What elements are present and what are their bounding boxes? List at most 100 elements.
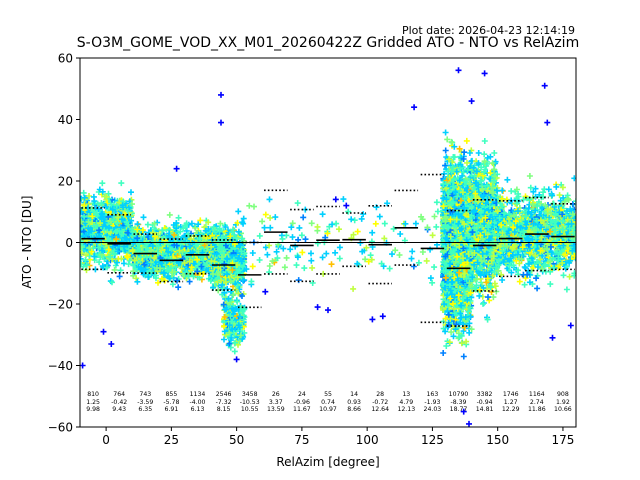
data-point xyxy=(108,212,115,219)
data-point xyxy=(107,218,114,225)
data-point xyxy=(134,278,141,285)
data-point xyxy=(80,208,85,215)
data-point xyxy=(99,213,106,220)
data-point xyxy=(115,214,122,221)
data-point xyxy=(123,219,130,226)
data-point xyxy=(160,270,167,277)
data-point xyxy=(112,228,119,235)
data-point xyxy=(103,193,110,200)
data-point xyxy=(186,278,193,285)
data-point xyxy=(126,257,133,264)
data-point xyxy=(80,238,84,245)
data-point xyxy=(109,279,115,286)
data-point xyxy=(173,225,180,232)
data-point xyxy=(195,221,202,228)
data-point xyxy=(92,236,99,243)
data-point xyxy=(151,220,158,227)
data-point xyxy=(104,264,110,271)
data-point xyxy=(86,193,92,199)
data-point xyxy=(83,262,90,269)
data-point xyxy=(85,229,92,236)
data-point xyxy=(88,248,95,255)
data-point xyxy=(124,208,131,214)
data-point xyxy=(197,217,204,224)
data-point xyxy=(81,202,88,209)
data-point xyxy=(130,268,137,275)
data-point xyxy=(118,180,125,187)
data-point xyxy=(96,227,102,234)
data-point xyxy=(90,193,97,200)
data-point xyxy=(91,253,98,260)
data-point xyxy=(98,200,105,206)
data-point xyxy=(98,236,105,243)
data-point xyxy=(175,284,182,291)
data-point xyxy=(110,216,117,223)
data-point xyxy=(108,230,114,237)
data-point xyxy=(109,196,115,203)
data-point xyxy=(175,214,182,221)
data-point xyxy=(86,245,93,252)
data-point xyxy=(155,279,161,286)
data-point xyxy=(201,224,208,231)
data-point xyxy=(175,233,182,240)
data-point xyxy=(125,213,132,220)
data-point xyxy=(133,275,140,282)
data-point xyxy=(118,255,125,262)
data-point xyxy=(113,202,120,209)
data-point xyxy=(125,204,132,211)
data-point xyxy=(97,220,104,227)
data-point xyxy=(114,233,121,240)
data-point xyxy=(125,229,131,236)
data-point xyxy=(117,224,124,231)
data-point xyxy=(99,188,106,195)
data-point xyxy=(203,267,210,273)
data-point xyxy=(81,213,88,220)
data-point xyxy=(80,250,85,257)
data-point xyxy=(80,263,87,270)
data-point xyxy=(171,268,178,275)
data-point xyxy=(109,206,116,213)
data-point xyxy=(85,218,92,225)
data-point xyxy=(139,227,146,234)
data-point xyxy=(173,220,180,227)
data-point xyxy=(119,216,125,223)
data-point xyxy=(125,261,132,268)
data-point xyxy=(116,273,123,280)
data-point xyxy=(120,204,127,211)
data-point xyxy=(89,232,96,238)
data-point xyxy=(121,234,128,241)
data-point xyxy=(109,243,116,250)
data-point xyxy=(99,247,105,254)
data-point xyxy=(107,253,114,260)
data-point xyxy=(101,227,108,234)
data-point xyxy=(151,226,158,233)
data-point xyxy=(90,222,97,229)
data-point xyxy=(195,248,202,255)
data-point xyxy=(159,227,166,234)
data-point xyxy=(112,262,119,269)
data-point xyxy=(114,220,121,227)
data-point xyxy=(90,208,97,215)
data-point xyxy=(105,246,112,253)
data-point xyxy=(96,259,103,266)
data-point xyxy=(95,244,102,251)
data-point xyxy=(186,258,193,265)
data-point xyxy=(114,248,121,255)
data-point xyxy=(113,236,120,243)
data-point xyxy=(185,273,192,280)
data-point xyxy=(89,213,96,220)
data-point xyxy=(188,220,195,227)
data-point xyxy=(174,277,180,284)
data-point xyxy=(95,206,102,213)
data-point xyxy=(114,259,120,266)
data-point xyxy=(99,180,106,187)
data-point xyxy=(80,218,85,225)
data-point xyxy=(81,194,88,201)
data-point xyxy=(140,214,147,221)
data-point xyxy=(123,253,130,260)
data-point xyxy=(80,255,84,262)
data-point xyxy=(192,224,199,231)
data-point xyxy=(111,266,118,273)
data-point xyxy=(205,219,212,226)
